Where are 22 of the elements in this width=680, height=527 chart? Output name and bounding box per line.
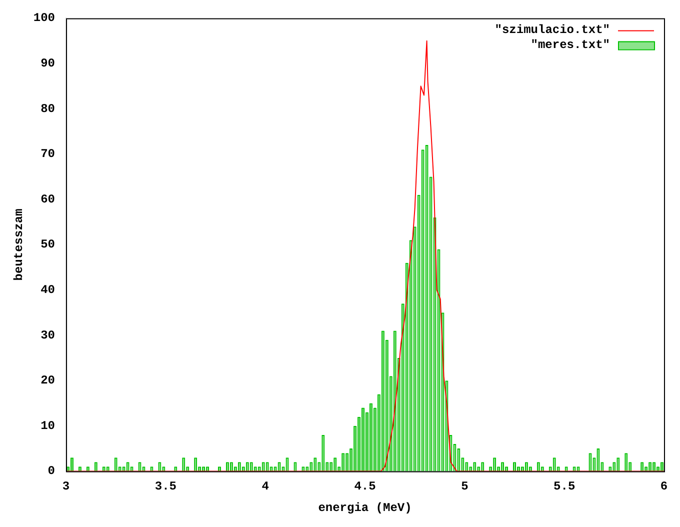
legend-label: "szimulacio.txt"	[494, 23, 610, 38]
x-tick-label: 4	[262, 479, 269, 494]
x-tick-label: 3.5	[154, 479, 176, 494]
y-axis-title: beutesszam	[12, 208, 26, 281]
y-tick-label: 20	[40, 374, 56, 388]
y-tick-label: 0	[48, 464, 56, 478]
x-tick-label: 3	[62, 479, 70, 494]
y-tick-label: 100	[33, 11, 56, 26]
x-axis-title: energia (MeV)	[318, 500, 412, 515]
y-tick-label: 60	[40, 192, 56, 206]
x-tick-label: 6	[660, 479, 668, 494]
y-tick-label: 70	[40, 147, 56, 162]
y-tick-label: 80	[40, 102, 56, 116]
x-tick-label: 5.5	[554, 479, 576, 494]
x-tick-label: 4.5	[354, 479, 376, 494]
x-tick-label: 5	[461, 479, 468, 494]
y-tick-label: 30	[40, 328, 56, 342]
legend-label: "meres.txt"	[530, 38, 610, 52]
y-tick-label: 50	[40, 238, 56, 252]
y-tick-label: 40	[40, 283, 56, 298]
y-tick-label: 90	[40, 56, 56, 71]
y-tick-label: 10	[40, 418, 56, 433]
